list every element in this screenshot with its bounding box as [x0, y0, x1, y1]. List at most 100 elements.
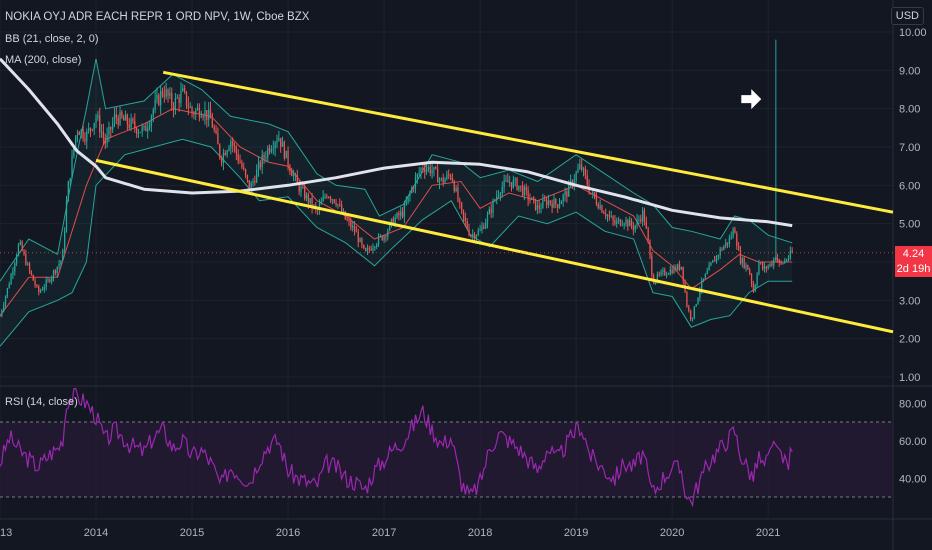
candle-body	[773, 259, 775, 266]
candle-body	[115, 114, 117, 118]
candle-body	[497, 194, 500, 197]
currency-label[interactable]: USD	[890, 7, 924, 25]
candle-body	[172, 105, 175, 110]
candle-body	[176, 97, 178, 99]
candle-body	[124, 115, 127, 121]
candle-body	[291, 171, 293, 177]
candle-body	[259, 162, 262, 168]
rsi-legend[interactable]: RSI (14, close)	[5, 396, 78, 408]
candle-body	[278, 137, 280, 141]
ma200-line	[0, 57, 793, 228]
candle-body	[512, 180, 514, 188]
candle-body	[680, 266, 683, 270]
candle-body	[228, 147, 230, 151]
candle-body	[420, 168, 422, 173]
candle-body	[86, 131, 88, 142]
candle-body	[237, 153, 239, 162]
candle-body	[540, 208, 542, 210]
bollinger-legend[interactable]: BB (21, close, 2, 0)	[5, 33, 99, 45]
candle-body	[632, 225, 635, 231]
candle-body	[730, 236, 732, 238]
time-axis-label: 2021	[756, 527, 780, 539]
candle-body	[250, 183, 252, 191]
time-axis-label: 2014	[84, 527, 108, 539]
candle-body	[15, 255, 18, 264]
time-axis-label: 2015	[180, 527, 204, 539]
symbol-title[interactable]: NOKIA OYJ ADR EACH REPR 1 ORD NPV, 1W, C…	[5, 11, 310, 23]
candle-body	[355, 231, 358, 233]
candle-body	[41, 289, 44, 291]
candle-body	[19, 241, 21, 245]
candle-body	[139, 132, 141, 134]
candle-body	[776, 258, 779, 260]
candle-body	[289, 165, 291, 172]
candle-body	[381, 235, 383, 241]
candle-body	[379, 235, 382, 237]
candle-body	[568, 183, 570, 197]
candle-body	[148, 125, 151, 129]
candle-body	[769, 263, 771, 266]
candle-body	[60, 260, 62, 264]
rsi-axis-label: 80.00	[899, 398, 927, 410]
candle-body	[246, 175, 249, 180]
candle-body	[398, 213, 400, 216]
candle-body	[256, 169, 258, 183]
candle-body	[261, 155, 263, 168]
candle-body	[669, 269, 671, 274]
candle-body	[377, 236, 380, 245]
candle-body	[621, 224, 623, 226]
candle-body	[693, 306, 695, 318]
candle-body	[130, 118, 132, 128]
rsi-axis-label: 40.00	[899, 473, 927, 485]
candle-body	[741, 258, 743, 264]
candle-body	[198, 107, 201, 118]
candle-body	[359, 238, 361, 242]
candle-body	[52, 270, 55, 278]
candle-body	[422, 168, 424, 170]
candle-body	[409, 192, 411, 196]
candle-body	[688, 306, 690, 311]
candle-body	[612, 216, 614, 221]
candle-body	[660, 271, 662, 275]
candle-body	[636, 219, 638, 226]
candle-body	[750, 274, 753, 284]
candle-body	[348, 220, 350, 222]
candle-body	[158, 95, 160, 105]
ma-legend[interactable]: MA (200, close)	[5, 54, 82, 66]
candle-body	[38, 286, 40, 293]
candle-body	[352, 225, 354, 228]
candle-body	[667, 273, 670, 275]
candle-body	[401, 211, 404, 217]
candle-body	[654, 281, 657, 284]
candle-body	[459, 200, 461, 203]
rsi-line	[0, 387, 793, 508]
candle-body	[119, 111, 121, 125]
candle-body	[366, 248, 369, 252]
candle-body	[108, 126, 110, 136]
candle-body	[566, 191, 568, 197]
candle-body	[394, 217, 396, 225]
candle-body	[647, 228, 649, 241]
candle-body	[435, 166, 437, 169]
candle-body	[780, 262, 782, 264]
candle-body	[723, 246, 725, 250]
candle-body	[1, 310, 3, 316]
candle-body	[782, 263, 784, 265]
candle-body	[27, 263, 29, 265]
candle-body	[193, 113, 195, 115]
candle-body	[49, 279, 51, 282]
channel-upper-trendline	[162, 70, 894, 214]
candle-body	[89, 127, 92, 130]
candle-body	[514, 178, 516, 181]
candle-body	[545, 200, 548, 206]
candle-body	[702, 278, 705, 281]
candle-body	[43, 287, 45, 290]
candle-body	[102, 131, 105, 138]
candle-body	[608, 215, 611, 217]
candle-body	[143, 125, 145, 128]
candle-body	[171, 92, 173, 106]
price-axis-label: 10.00	[899, 27, 927, 39]
candle-body	[411, 187, 413, 193]
candle-body	[182, 88, 184, 92]
